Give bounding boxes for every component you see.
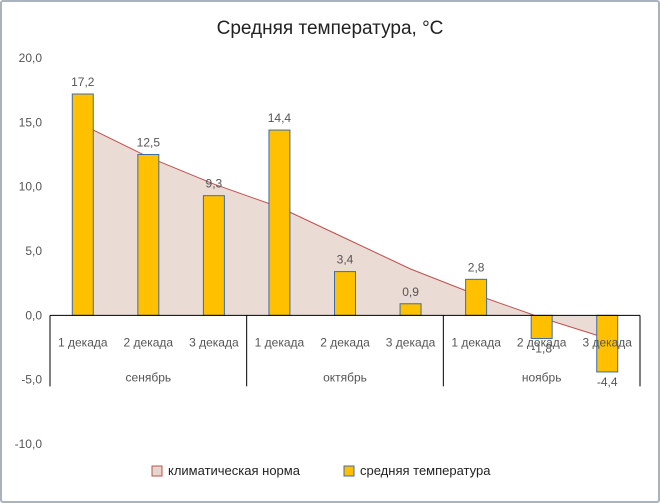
y-axis: 20,0 15,0 10,0 5,0 0,0 -5,0 -10,0 [15, 51, 43, 451]
legend-label: климатическая норма [168, 463, 301, 478]
y-tick-label: 5,0 [25, 244, 42, 258]
y-tick-label: 10,0 [19, 180, 43, 194]
x-group-label: сенябрь [126, 370, 172, 384]
data-label: 0,9 [402, 285, 419, 299]
data-label: 12,5 [137, 136, 161, 150]
x-category-label: 1 декада [255, 335, 305, 349]
climate-norm-line [82, 124, 608, 339]
bar [268, 129, 291, 316]
data-label: 9,3 [206, 177, 223, 191]
bar [465, 278, 488, 316]
data-label: 3,4 [337, 253, 354, 267]
data-label: 14,4 [268, 111, 292, 125]
y-tick-label: 20,0 [19, 51, 43, 65]
x-group-label: октябрь [323, 370, 367, 384]
x-category-label: 2 декада [320, 335, 370, 349]
data-label: 2,8 [468, 260, 485, 274]
x-category-label: 1 декада [451, 335, 501, 349]
chart-title: Средняя температура, °С [217, 18, 444, 39]
y-tick-label: -5,0 [21, 373, 42, 387]
x-group-label: ноябрь [522, 370, 562, 384]
x-category-label: 3 декада [189, 335, 239, 349]
x-category-label: 2 декада [124, 335, 174, 349]
y-tick-label: -10,0 [15, 437, 43, 451]
legend-swatch-climate-norm [151, 465, 163, 477]
bar [399, 303, 422, 316]
bars: 17,2 12,5 9,3 14,4 3,4 0,9 2,8 -1,8 -4,4 [71, 75, 619, 389]
y-tick-label: 15,0 [19, 115, 43, 129]
x-category-label: 3 декада [386, 335, 436, 349]
x-category-label: 1 декада [58, 335, 108, 349]
x-axis: 1 декада 2 декада 3 декада 1 декада 2 декада… [49, 314, 641, 387]
legend: климатическая норма средняя температура [151, 463, 491, 478]
x-category-label: 3 декада [582, 335, 632, 349]
x-category-label: 2 декада [517, 335, 567, 349]
bar [137, 154, 160, 316]
bar [202, 195, 225, 316]
bar [71, 93, 94, 316]
legend-label: средняя температура [360, 463, 491, 478]
data-label: -1,8 [531, 341, 552, 355]
y-tick-label: 0,0 [25, 308, 42, 322]
bar [334, 271, 356, 316]
data-label: -4,4 [597, 375, 618, 389]
data-label: 17,2 [71, 75, 95, 89]
legend-swatch-avg-temp [343, 465, 355, 477]
